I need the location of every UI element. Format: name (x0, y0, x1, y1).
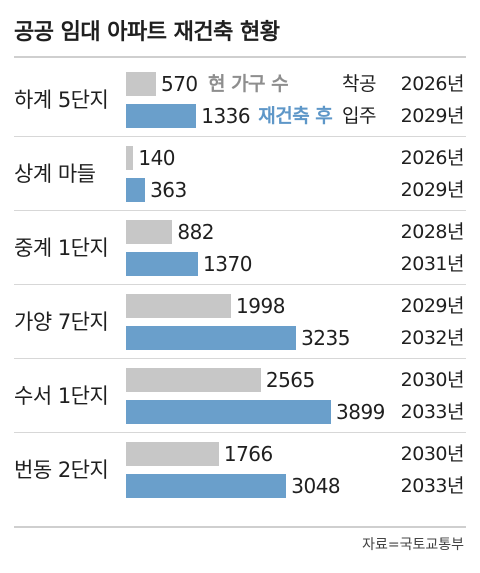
start-year: 2026년 (400, 147, 465, 169)
start-year: 2030년 (400, 369, 465, 391)
category-label: 수서 1단지 (14, 384, 109, 408)
category-label: 하계 5단지 (14, 88, 109, 112)
row-divider (14, 210, 466, 211)
bar-after (126, 400, 331, 424)
bar-before (126, 294, 232, 318)
value-label-before: 882 (177, 220, 215, 244)
value-label-after: 363 (150, 178, 187, 202)
bar-before (126, 368, 261, 392)
value-label-before: 140 (138, 146, 176, 170)
value-label-after: 3899 (336, 400, 385, 424)
row-divider (14, 432, 466, 433)
year-label-prefix: 착공 (342, 73, 376, 95)
bottom-rule (14, 526, 466, 528)
top-rule (14, 56, 466, 58)
bar-after (126, 178, 146, 202)
category-label: 상계 마들 (14, 162, 96, 186)
end-year: 2029년 (400, 105, 465, 127)
start-year: 2029년 (400, 295, 465, 317)
category-label: 중계 1단지 (14, 236, 109, 260)
value-label-after: 3048 (291, 474, 341, 498)
bar-before (126, 72, 156, 96)
bar-after (126, 252, 199, 276)
row-divider (14, 358, 466, 359)
bar-after (126, 104, 197, 128)
start-year: 2030년 (400, 443, 465, 465)
end-year: 2031년 (400, 253, 465, 275)
legend-before: 현 가구 수 (207, 73, 289, 95)
value-label-before: 570 (160, 72, 198, 96)
category-label: 번동 2단지 (14, 458, 109, 482)
source-note: 자료=국토교통부 (362, 537, 464, 553)
end-year: 2032년 (400, 327, 465, 349)
value-label-before: 1766 (223, 442, 273, 466)
start-year: 2028년 (400, 221, 465, 243)
row-divider (14, 284, 466, 285)
year-label-prefix: 입주 (342, 105, 376, 127)
end-year: 2029년 (400, 179, 465, 201)
bar-before (126, 442, 219, 466)
bar-before (126, 146, 134, 170)
bar-before (126, 220, 173, 244)
legend-after: 재건축 후 (258, 105, 333, 127)
category-label: 가양 7단지 (14, 310, 109, 334)
bar-after (126, 326, 297, 350)
value-label-after: 1336 (201, 104, 251, 128)
value-label-after: 1370 (203, 252, 252, 276)
end-year: 2033년 (400, 475, 465, 497)
value-label-after: 3235 (301, 326, 350, 350)
value-label-before: 2565 (265, 368, 315, 392)
end-year: 2033년 (400, 401, 465, 423)
chart-title: 공공 임대 아파트 재건축 현황 (14, 20, 280, 45)
start-year: 2026년 (400, 73, 465, 95)
value-label-before: 1998 (236, 294, 285, 318)
bar-after (126, 474, 287, 498)
row-divider (14, 136, 466, 137)
